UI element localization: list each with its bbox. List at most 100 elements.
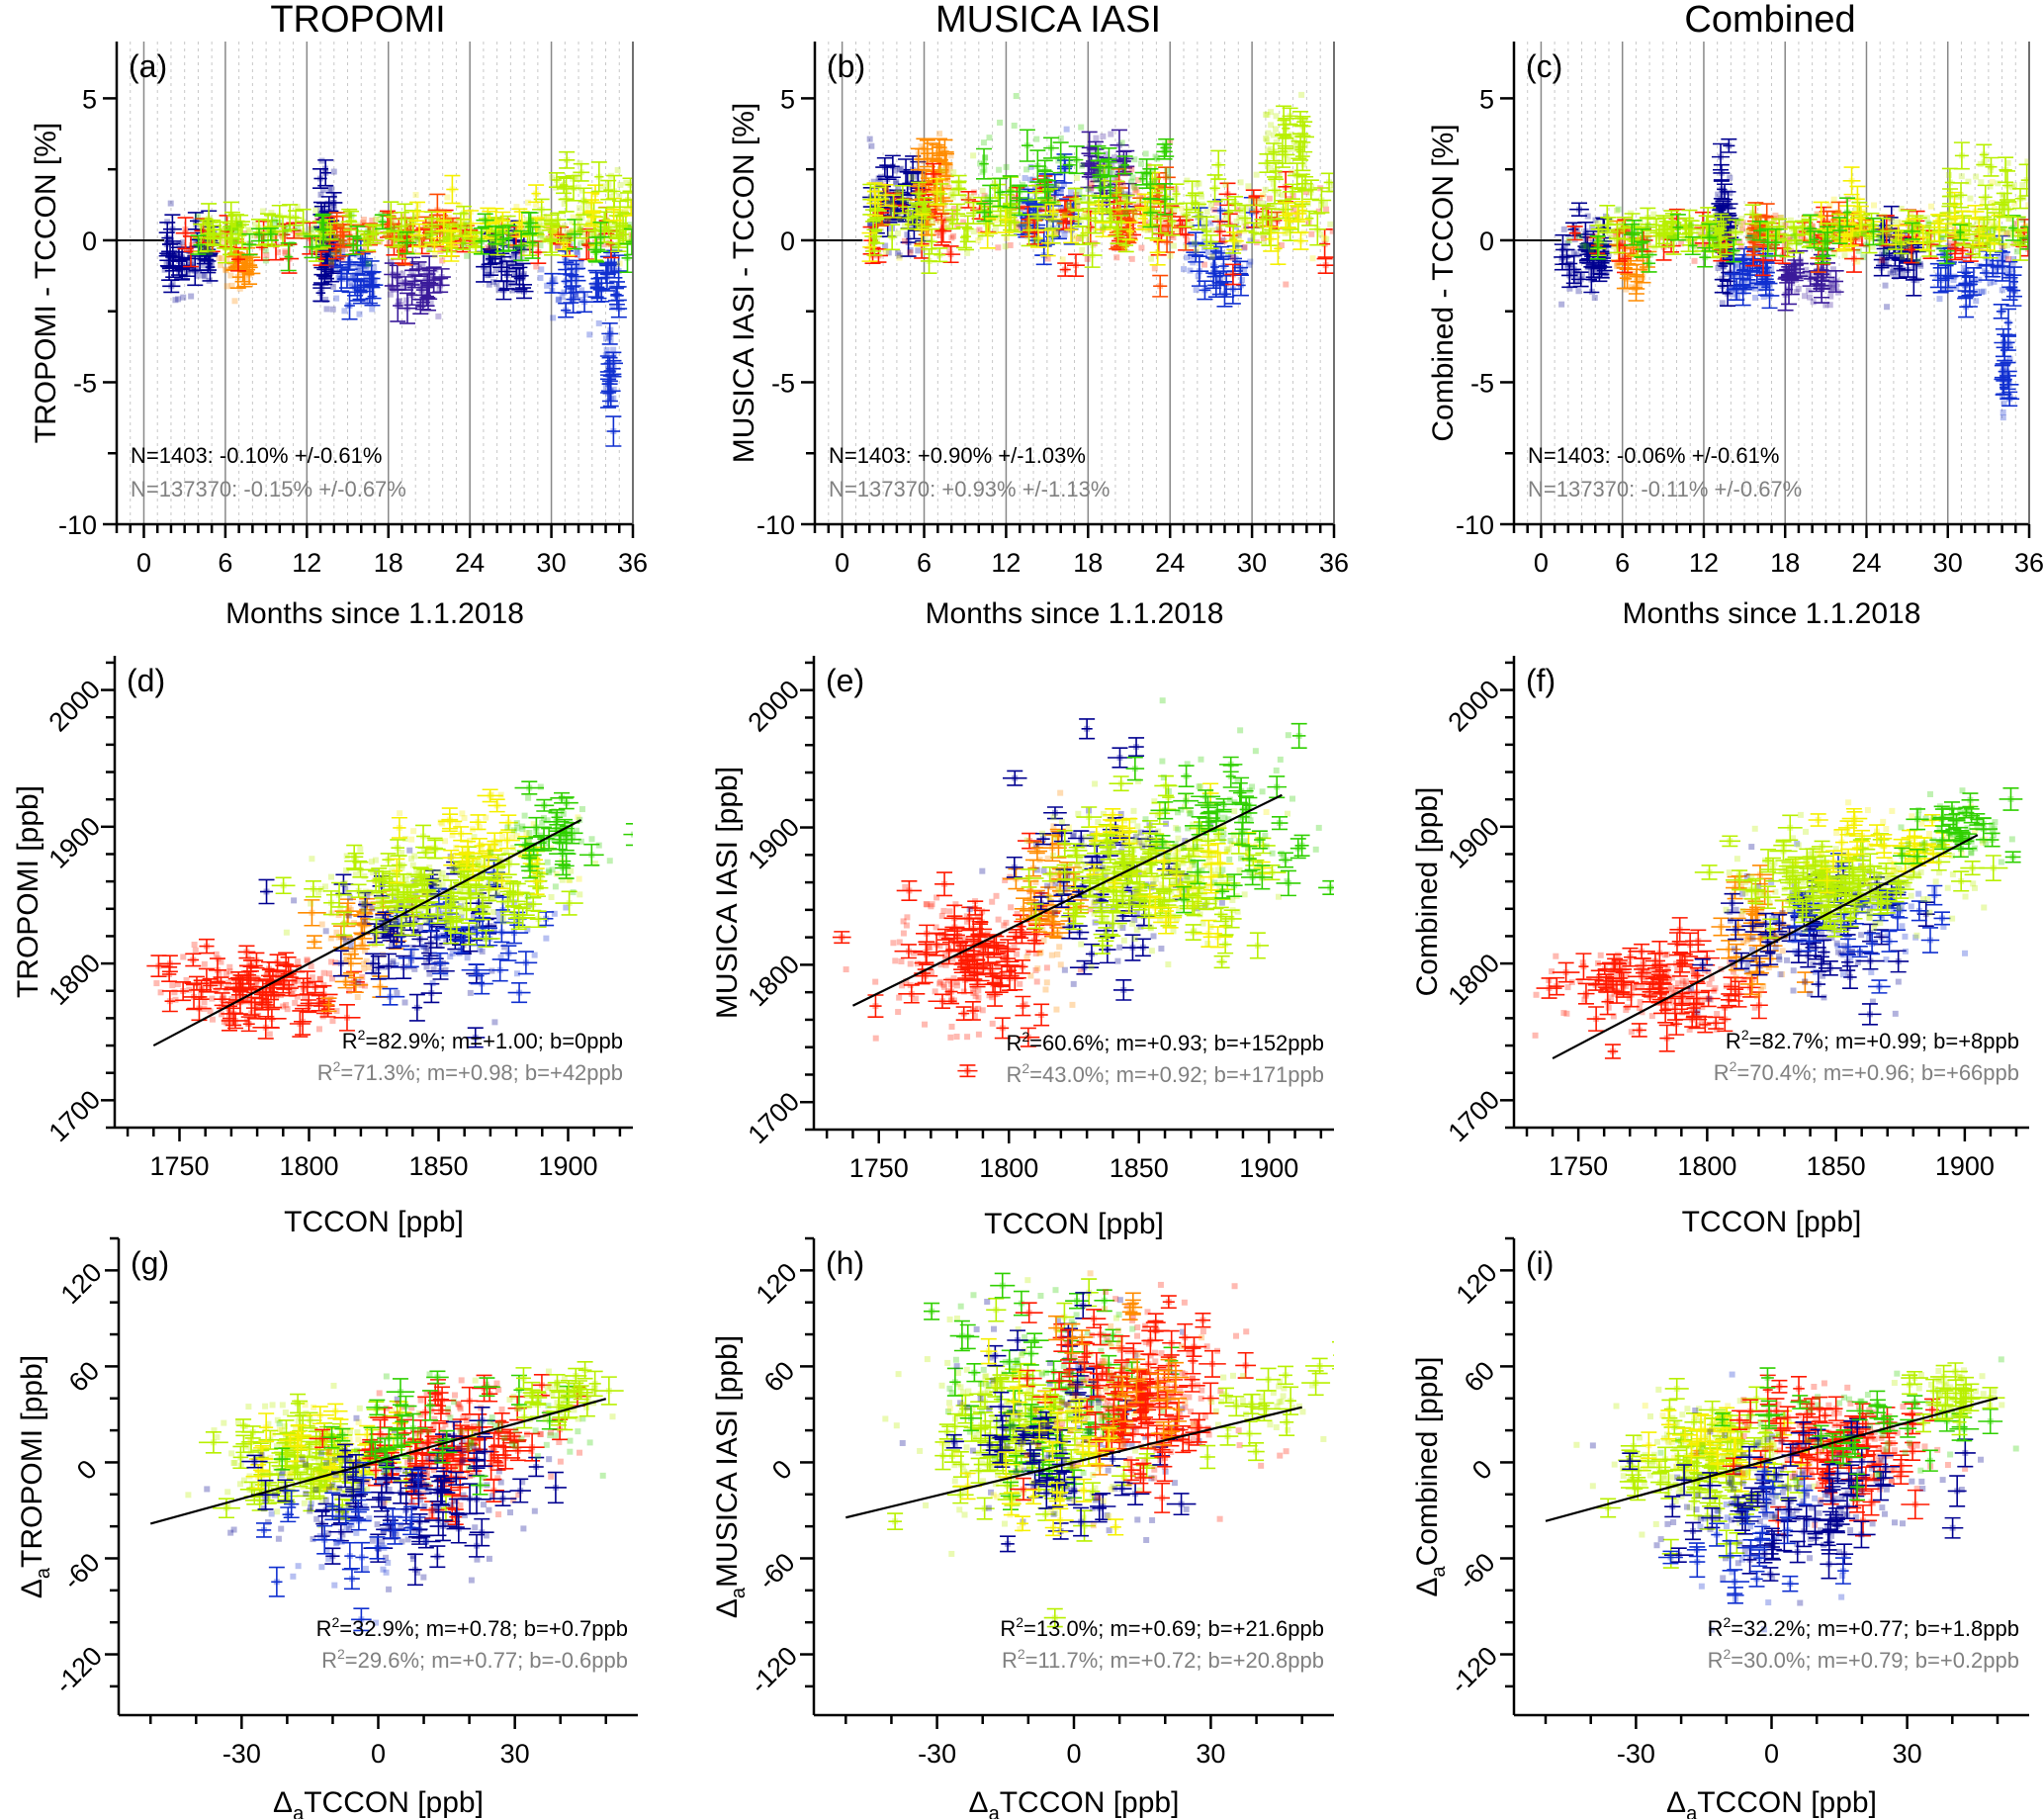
data-point [1121,193,1128,200]
data-point [555,243,562,250]
data-point [943,174,950,181]
error-bar [1067,187,1084,211]
data-point [1583,243,1590,250]
data-point [354,267,361,274]
data-point [901,237,908,244]
error-bar [398,292,417,324]
data-point [282,249,289,256]
data-point [396,298,402,305]
x-tick-label: 30 [1933,548,1963,578]
data-point [1118,153,1125,160]
error-bar [408,261,429,278]
data-point [1292,171,1299,178]
data-point [1285,156,1291,163]
data-point [369,235,376,242]
error-bar [924,227,940,255]
data-point [1166,214,1173,221]
data-point [400,242,407,249]
data-point [920,172,927,179]
data-point [1234,259,1241,266]
data-point [223,257,230,264]
data-point [1691,257,1698,264]
panel-letter: (b) [827,48,865,84]
data-point [221,227,227,233]
data-point [282,980,289,987]
data-point [1068,210,1075,217]
data-point [356,267,363,274]
data-point [2008,184,2015,191]
data-point [1062,211,1069,218]
data-point [230,230,237,237]
data-point [570,228,577,235]
data-point [417,234,424,241]
data-point [1276,172,1283,179]
data-point [943,166,950,173]
data-point [1264,136,1271,143]
data-point [490,243,497,250]
error-bar [1149,238,1166,266]
data-point [623,179,630,186]
data-point [611,244,618,251]
data-point [179,239,186,246]
data-point [870,178,877,185]
x-tick-label: 24 [455,548,485,578]
data-point [1580,246,1587,253]
data-point [984,194,991,201]
stat-line-collocated: N=1403: +0.90% +/-1.03% [829,443,1086,468]
data-point [452,219,459,226]
data-point [341,239,348,246]
data-point [1033,136,1040,142]
data-point [1258,220,1265,227]
data-point [1724,216,1731,223]
data-point [246,227,253,234]
data-point [362,243,369,250]
data-point [271,235,278,242]
data-point [1067,189,1074,196]
data-point [922,235,929,242]
data-point [540,214,547,221]
data-point [576,214,582,221]
data-point [617,181,624,188]
data-point [294,225,301,231]
data-point [1161,141,1168,148]
data-point [1611,243,1618,250]
data-point [164,219,171,226]
data-point [1317,230,1324,237]
data-point [1730,228,1736,235]
data-point [1570,249,1577,256]
data-point [1719,300,1726,307]
data-point [1591,266,1598,273]
error-bar [397,203,413,235]
data-point [1170,222,1177,228]
data-point [915,191,922,198]
data-point [935,172,942,179]
stat-line-collocated: N=1403: -0.10% +/-0.61% [131,443,382,468]
data-point [608,396,615,403]
data-point [911,173,918,180]
data-point [949,194,956,201]
data-point [587,231,594,238]
data-point [364,227,371,234]
data-point [575,251,581,258]
data-point [1999,287,2005,294]
column-title-tropomi: TROPOMI [270,0,445,41]
data-point [199,262,206,269]
data-point [310,237,316,244]
data-point [396,226,402,232]
data-point [333,245,340,252]
x-tick-label: 0 [136,548,151,578]
data-point [1979,217,1986,224]
x-tick-label: 36 [618,548,648,578]
data-point [986,135,993,141]
data-point [510,280,517,287]
data-point [614,207,621,214]
data-point [1988,221,1995,227]
data-point [1292,142,1299,149]
data-point [1841,252,1848,259]
data-point [1107,170,1113,177]
error-bar [510,208,529,238]
data-point [1110,157,1116,164]
error-bar [237,945,256,959]
data-point [1939,233,1946,240]
